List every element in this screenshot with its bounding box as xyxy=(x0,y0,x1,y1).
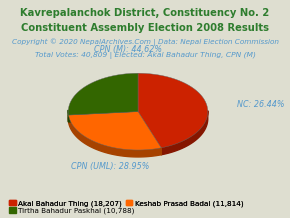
Polygon shape xyxy=(68,112,161,150)
Polygon shape xyxy=(138,112,161,155)
Legend: Akal Bahadur Thing (18,207), Keshab Prasad Badal (11,814): Akal Bahadur Thing (18,207), Keshab Pras… xyxy=(9,200,243,207)
Text: CPN (UML): 28.95%: CPN (UML): 28.95% xyxy=(71,162,149,171)
Polygon shape xyxy=(161,111,208,155)
Text: Copyright © 2020 NepalArchives.Com | Data: Nepal Election Commission: Copyright © 2020 NepalArchives.Com | Dat… xyxy=(12,38,278,46)
Text: Total Votes: 40,809 | Elected: Akal Bahadur Thing, CPN (M): Total Votes: 40,809 | Elected: Akal Baha… xyxy=(35,52,255,59)
Polygon shape xyxy=(68,73,138,115)
Text: Constituent Assembly Election 2008 Results: Constituent Assembly Election 2008 Resul… xyxy=(21,23,269,33)
Text: NC: 26.44%: NC: 26.44% xyxy=(237,100,284,109)
Polygon shape xyxy=(68,112,138,122)
Legend: Tirtha Bahadur Paskhal (10,788): Tirtha Bahadur Paskhal (10,788) xyxy=(9,207,135,214)
Polygon shape xyxy=(68,115,161,157)
Polygon shape xyxy=(138,73,208,148)
Polygon shape xyxy=(68,112,138,122)
Text: CPN (M): 44.62%: CPN (M): 44.62% xyxy=(94,45,162,54)
Polygon shape xyxy=(138,112,161,155)
Text: Kavrepalanchok District, Constituency No. 2: Kavrepalanchok District, Constituency No… xyxy=(20,8,270,18)
